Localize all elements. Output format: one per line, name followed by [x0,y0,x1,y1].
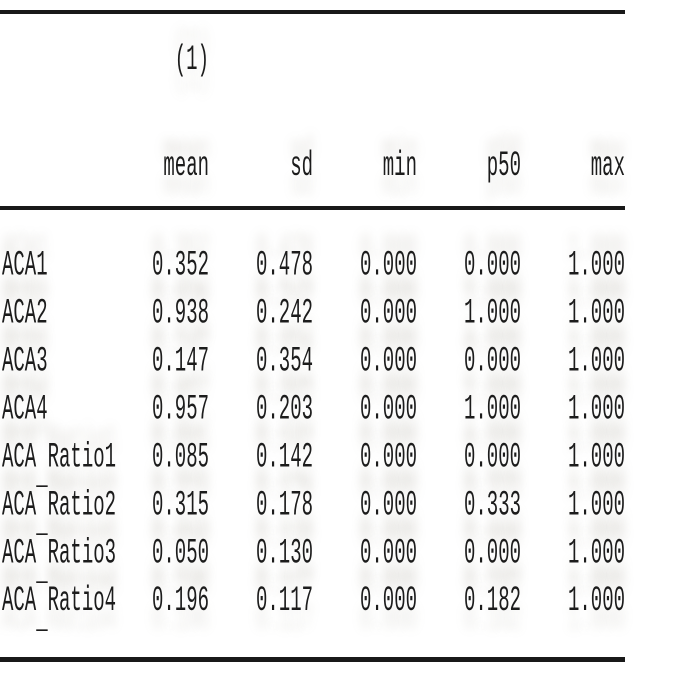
stat-cell-mean: 0.085 [151,436,209,478]
stat-cell-max: 1.000 [567,580,625,622]
column-header-p50: p50 [486,145,521,187]
row-label: ACA_Ratio3 [2,532,117,590]
column-header-max: max [590,145,625,187]
row-label: ACA_Ratio2 [2,484,117,542]
summary-statistics-table: (1) mean sd min p50 max ACA1 0.352 0.478… [0,10,625,662]
table-top-rule [0,10,625,14]
table-bottom-rule [0,657,625,662]
column-header-mean: mean [163,145,209,187]
table-row-aca-ratio2: ACA_Ratio2 0.315 0.178 0.000 0.333 1.000 [0,461,625,550]
stat-cell-mean: 0.147 [151,340,209,382]
stat-cell-p50: 1.000 [463,388,521,430]
table-row-aca-ratio1: ACA_Ratio1 0.085 0.142 0.000 0.000 1.000 [0,413,625,502]
stat-cell-sd: 0.178 [255,484,313,526]
stat-cell-mean: 0.938 [151,292,209,334]
stat-cell-max: 1.000 [567,292,625,334]
table-row-aca2: ACA2 0.938 0.242 0.000 1.000 1.000 [0,269,625,358]
dropped-underscore: _ [36,453,48,494]
stat-cell-mean: 0.957 [151,388,209,430]
stat-cell-min: 0.000 [359,388,417,430]
caption-spacer [0,36,105,84]
stat-cell-min: 0.000 [359,484,417,526]
stat-cell-p50: 0.333 [463,484,521,526]
table-row-aca4: ACA4 0.957 0.203 0.000 1.000 1.000 [0,365,625,454]
row-label: ACA3 [2,340,48,382]
stat-cell-min: 0.000 [359,436,417,478]
model-caption-text: (1) [174,39,209,81]
row-label: ACA2 [2,292,48,334]
row-label: ACA_Ratio4 [2,580,117,638]
stat-cell-min: 0.000 [359,292,417,334]
dropped-underscore: _ [36,597,48,638]
row-label: ACA4 [2,388,48,430]
stat-cell-max: 1.000 [567,532,625,574]
column-header-min: min [382,145,417,187]
stat-cell-sd: 0.203 [255,388,313,430]
stat-cell-sd: 0.130 [255,532,313,574]
stat-cell-max: 1.000 [567,388,625,430]
header-spacer [0,142,105,190]
model-caption-row: (1) [0,36,625,84]
table-row-aca-ratio3: ACA_Ratio3 0.050 0.130 0.000 0.000 1.000 [0,509,625,598]
table-row-aca1: ACA1 0.352 0.478 0.000 0.000 1.000 [0,221,625,310]
dropped-underscore: _ [36,501,48,542]
table-row-aca-ratio4: ACA_Ratio4 0.196 0.117 0.000 0.182 1.000 [0,557,625,646]
dropped-underscore: _ [36,549,48,590]
stat-cell-max: 1.000 [567,244,625,286]
column-header-sd: sd [290,145,313,187]
row-label: ACA_Ratio1 [2,436,117,494]
stat-cell-p50: 0.000 [463,244,521,286]
stat-cell-sd: 0.478 [255,244,313,286]
stat-cell-sd: 0.354 [255,340,313,382]
stat-cell-max: 1.000 [567,436,625,478]
column-header-row: mean sd min p50 max [0,142,625,190]
row-label: ACA1 [2,244,48,286]
stat-cell-min: 0.000 [359,244,417,286]
stat-cell-mean: 0.050 [151,532,209,574]
stat-cell-p50: 0.182 [463,580,521,622]
table-mid-rule [0,206,625,210]
model-caption: (1) [105,36,209,84]
stat-cell-min: 0.000 [359,340,417,382]
stat-cell-mean: 0.352 [151,244,209,286]
stat-cell-sd: 0.242 [255,292,313,334]
stat-cell-p50: 0.000 [463,436,521,478]
stat-cell-min: 0.000 [359,580,417,622]
stat-cell-max: 1.000 [567,340,625,382]
table-row-aca3: ACA3 0.147 0.354 0.000 0.000 1.000 [0,317,625,406]
stat-cell-p50: 1.000 [463,292,521,334]
stat-cell-sd: 0.142 [255,436,313,478]
stat-cell-sd: 0.117 [255,580,313,622]
stat-cell-mean: 0.315 [151,484,209,526]
stat-cell-p50: 0.000 [463,340,521,382]
stat-cell-min: 0.000 [359,532,417,574]
stat-cell-mean: 0.196 [151,580,209,622]
stat-cell-max: 1.000 [567,484,625,526]
stat-cell-p50: 0.000 [463,532,521,574]
